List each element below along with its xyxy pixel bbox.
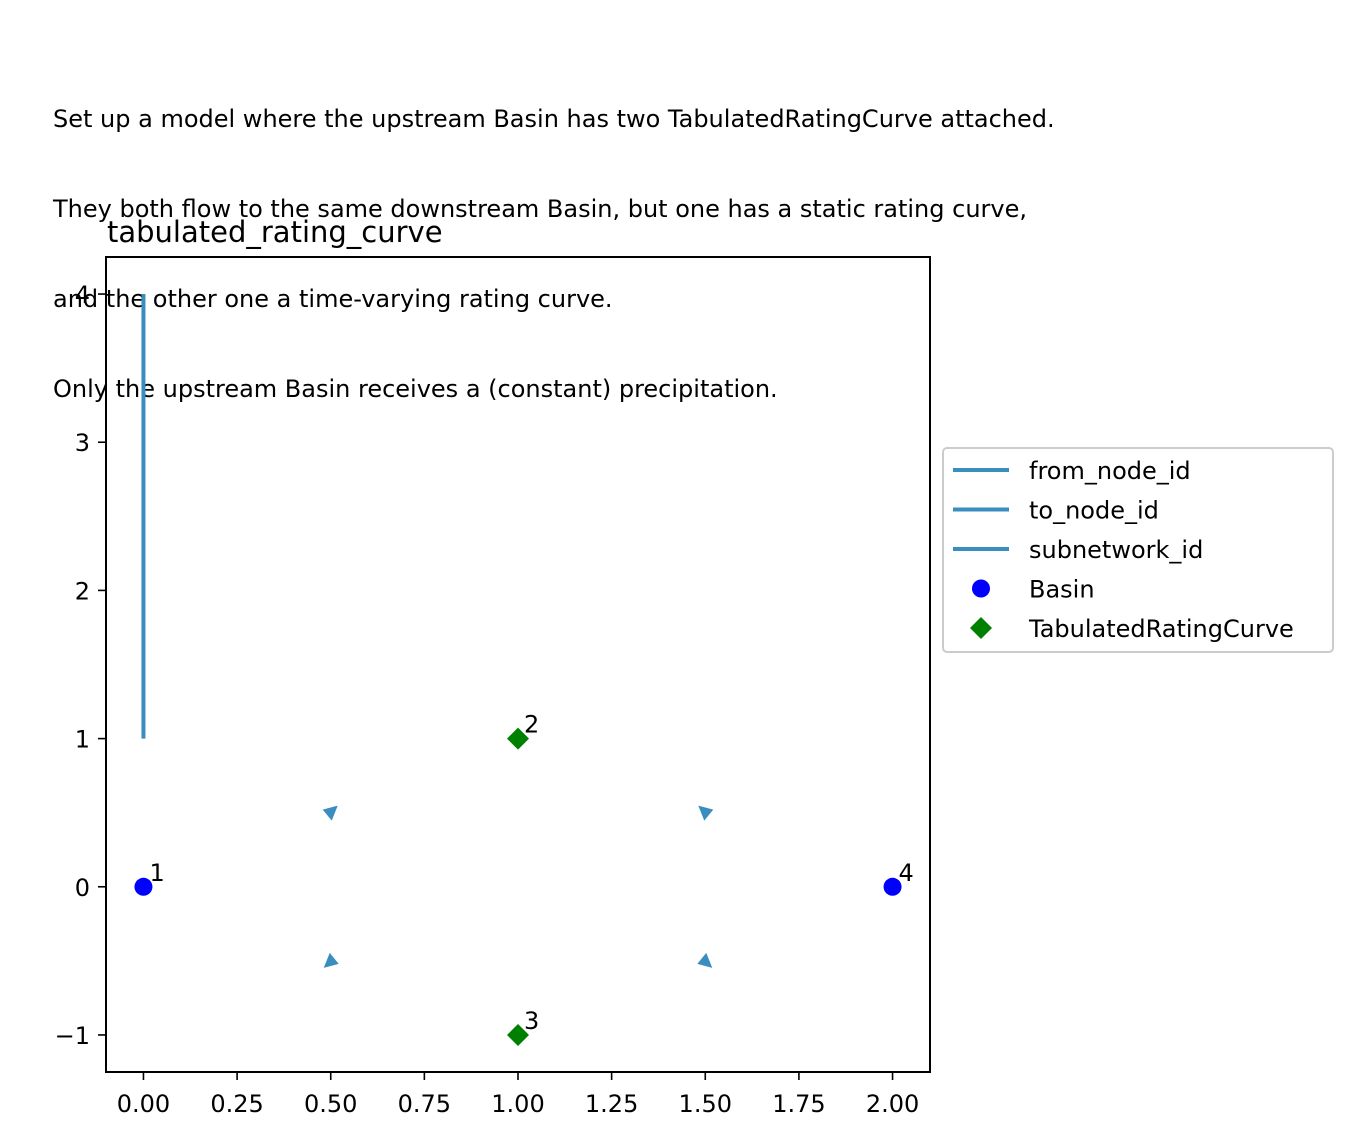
legend-label: subnetwork_id <box>1029 536 1203 564</box>
legend-diamond-swatch <box>970 617 992 639</box>
x-tick-label: 0.75 <box>398 1090 451 1118</box>
y-tick-label: 3 <box>75 429 90 457</box>
x-tick-label: 1.75 <box>772 1090 825 1118</box>
node-id-label: 4 <box>899 859 914 887</box>
legend: from_node_id to_node_id subnetwork_id Basin… <box>942 447 1334 653</box>
x-tick-label: 2.00 <box>866 1090 919 1118</box>
y-tick-label: −1 <box>55 1022 90 1050</box>
legend-box <box>942 447 1334 653</box>
x-tick-label: 0.50 <box>304 1090 357 1118</box>
x-tick-label: 1.25 <box>585 1090 638 1118</box>
x-tick-label: 0.00 <box>117 1090 170 1118</box>
y-tick-label: 4 <box>75 281 90 309</box>
edge-arrow-marker <box>697 952 713 968</box>
x-tick-label: 0.25 <box>210 1090 263 1118</box>
rating-curve-marker <box>507 727 529 750</box>
legend-label: from_node_id <box>1029 457 1191 485</box>
basin-marker <box>134 877 153 896</box>
description-line: They both flow to the same downstream Ba… <box>53 195 1028 223</box>
legend-label: TabulatedRatingCurve <box>1028 615 1294 643</box>
rating-curve-marker <box>507 1023 529 1046</box>
edge-arrow-marker <box>323 952 339 968</box>
edge-arrow-marker <box>698 805 714 821</box>
x-tick-label: 1.00 <box>491 1090 544 1118</box>
node-id-label: 2 <box>524 711 539 739</box>
edge-arrow-marker <box>322 805 338 821</box>
legend-label: to_node_id <box>1029 497 1159 525</box>
description-text: Set up a model where the upstream Basin … <box>53 44 1055 434</box>
y-tick-label: 1 <box>75 726 90 754</box>
node-id-label: 3 <box>524 1007 539 1035</box>
chart-title: tabulated_rating_curve <box>107 215 443 249</box>
y-tick-label: 2 <box>75 577 90 605</box>
x-tick-label: 1.50 <box>679 1090 732 1118</box>
legend-label: Basin <box>1029 576 1095 604</box>
basin-marker <box>883 877 902 896</box>
description-line: and the other one a time-varying rating … <box>53 285 613 313</box>
plot-area: 1 4 2 3 <box>134 294 914 1046</box>
legend-circle-swatch <box>972 579 990 598</box>
description-line: Only the upstream Basin receives a (cons… <box>53 375 778 403</box>
node-id-label: 1 <box>149 859 164 887</box>
description-line: Set up a model where the upstream Basin … <box>53 105 1055 133</box>
axes-frame <box>105 256 931 1073</box>
y-tick-label: 0 <box>75 874 90 902</box>
